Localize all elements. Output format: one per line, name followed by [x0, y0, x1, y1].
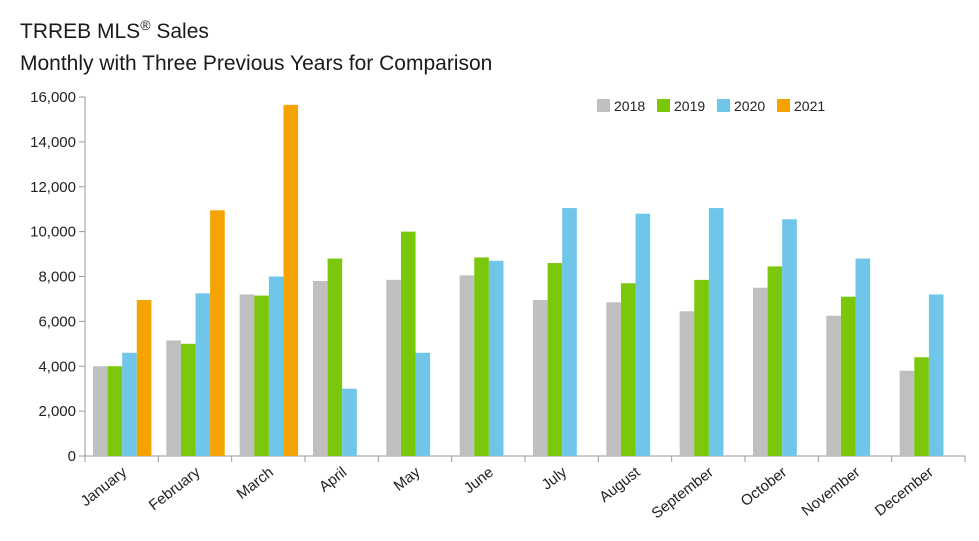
bar-2020-february — [195, 293, 211, 456]
bar-2020-april — [342, 388, 357, 456]
bar-2019-september — [694, 279, 709, 456]
bar-2020-november — [855, 258, 871, 456]
legend-label-2020: 2020 — [734, 98, 765, 114]
y-tick-label: 12,000 — [30, 179, 76, 196]
chart-subtitle: Monthly with Three Previous Years for Co… — [20, 52, 492, 75]
bar-2019-january — [107, 366, 123, 456]
x-tick-label: March — [233, 464, 276, 503]
y-tick-label: 4,000 — [38, 358, 76, 375]
bar-2020-march — [268, 276, 284, 456]
y-tick-label: 10,000 — [30, 224, 76, 241]
bar-2019-october — [767, 266, 783, 456]
bar-2019-november — [840, 296, 856, 456]
legend-swatch-2020 — [717, 99, 730, 112]
bar-2019-may — [400, 231, 416, 457]
x-tick-label: December — [872, 464, 937, 520]
bar-2018-september — [679, 311, 695, 456]
bar-2020-august — [635, 213, 651, 456]
bar-2019-june — [474, 257, 489, 456]
bar-2018-june — [459, 275, 475, 456]
y-tick-label: 2,000 — [38, 403, 76, 420]
bar-2020-october — [782, 219, 797, 456]
bar-2018-march — [239, 294, 255, 456]
y-tick-label: 16,000 — [30, 89, 76, 106]
bar-2018-april — [313, 280, 328, 456]
bar-2018-november — [826, 315, 841, 456]
x-tick-label: February — [146, 463, 204, 514]
chart-title-registered-mark: ® — [140, 17, 151, 33]
legend-swatch-2019 — [657, 99, 670, 112]
bar-2020-june — [488, 260, 504, 456]
x-tick-label: January — [78, 463, 131, 510]
bar-2018-january — [93, 366, 108, 456]
bar-2021-january — [136, 300, 152, 456]
x-tick-label: July — [539, 463, 571, 493]
bar-2019-april — [327, 258, 343, 456]
bar-2019-july — [547, 263, 563, 456]
bar-2020-december — [928, 294, 944, 456]
legend: 2018 2019 2020 2021 — [597, 98, 825, 114]
bar-2019-march — [254, 295, 269, 456]
bar-2018-august — [606, 302, 621, 456]
chart-title-rest: Sales — [151, 20, 209, 43]
x-tick-label: September — [649, 464, 717, 523]
bar-2020-september — [708, 208, 724, 456]
chart-title: TRREB MLS® Sales — [20, 17, 209, 43]
legend-label-2019: 2019 — [674, 98, 705, 114]
legend-label-2018: 2018 — [614, 98, 645, 114]
bar-2018-october — [753, 287, 768, 456]
x-tick-label: November — [798, 464, 863, 520]
bar-2018-february — [166, 340, 181, 456]
x-tick-label: May — [391, 463, 424, 494]
bar-2018-may — [386, 279, 401, 456]
y-axis: 0 2,000 4,000 6,000 8,000 10,000 12,000 14,000 1… — [30, 89, 86, 465]
bar-2020-may — [415, 352, 431, 456]
y-tick-label: 14,000 — [30, 134, 76, 151]
y-tick-label: 0 — [68, 448, 76, 465]
bar-2021-february — [210, 210, 225, 456]
bar-2021-march — [283, 104, 299, 456]
x-tick-label: August — [596, 463, 644, 506]
legend-swatch-2021 — [777, 99, 790, 112]
bar-2018-december — [899, 370, 915, 456]
x-tick-label: April — [316, 464, 350, 496]
x-tick-label: October — [738, 464, 791, 510]
bar-2020-january — [122, 352, 137, 456]
x-axis: January February March April May June July Augu… — [78, 455, 966, 523]
bar-2018-july — [533, 300, 548, 456]
chart-title-main: TRREB MLS — [20, 20, 140, 43]
legend-label-2021: 2021 — [794, 98, 825, 114]
y-tick-label: 6,000 — [38, 313, 76, 330]
bar-2020-july — [562, 208, 577, 456]
bar-2019-february — [180, 343, 196, 456]
y-tick-label: 8,000 — [38, 269, 76, 286]
x-tick-label: June — [461, 464, 497, 497]
bar-2019-december — [914, 357, 929, 456]
legend-swatch-2018 — [597, 99, 610, 112]
bars — [93, 104, 944, 457]
bar-2019-august — [620, 283, 636, 456]
